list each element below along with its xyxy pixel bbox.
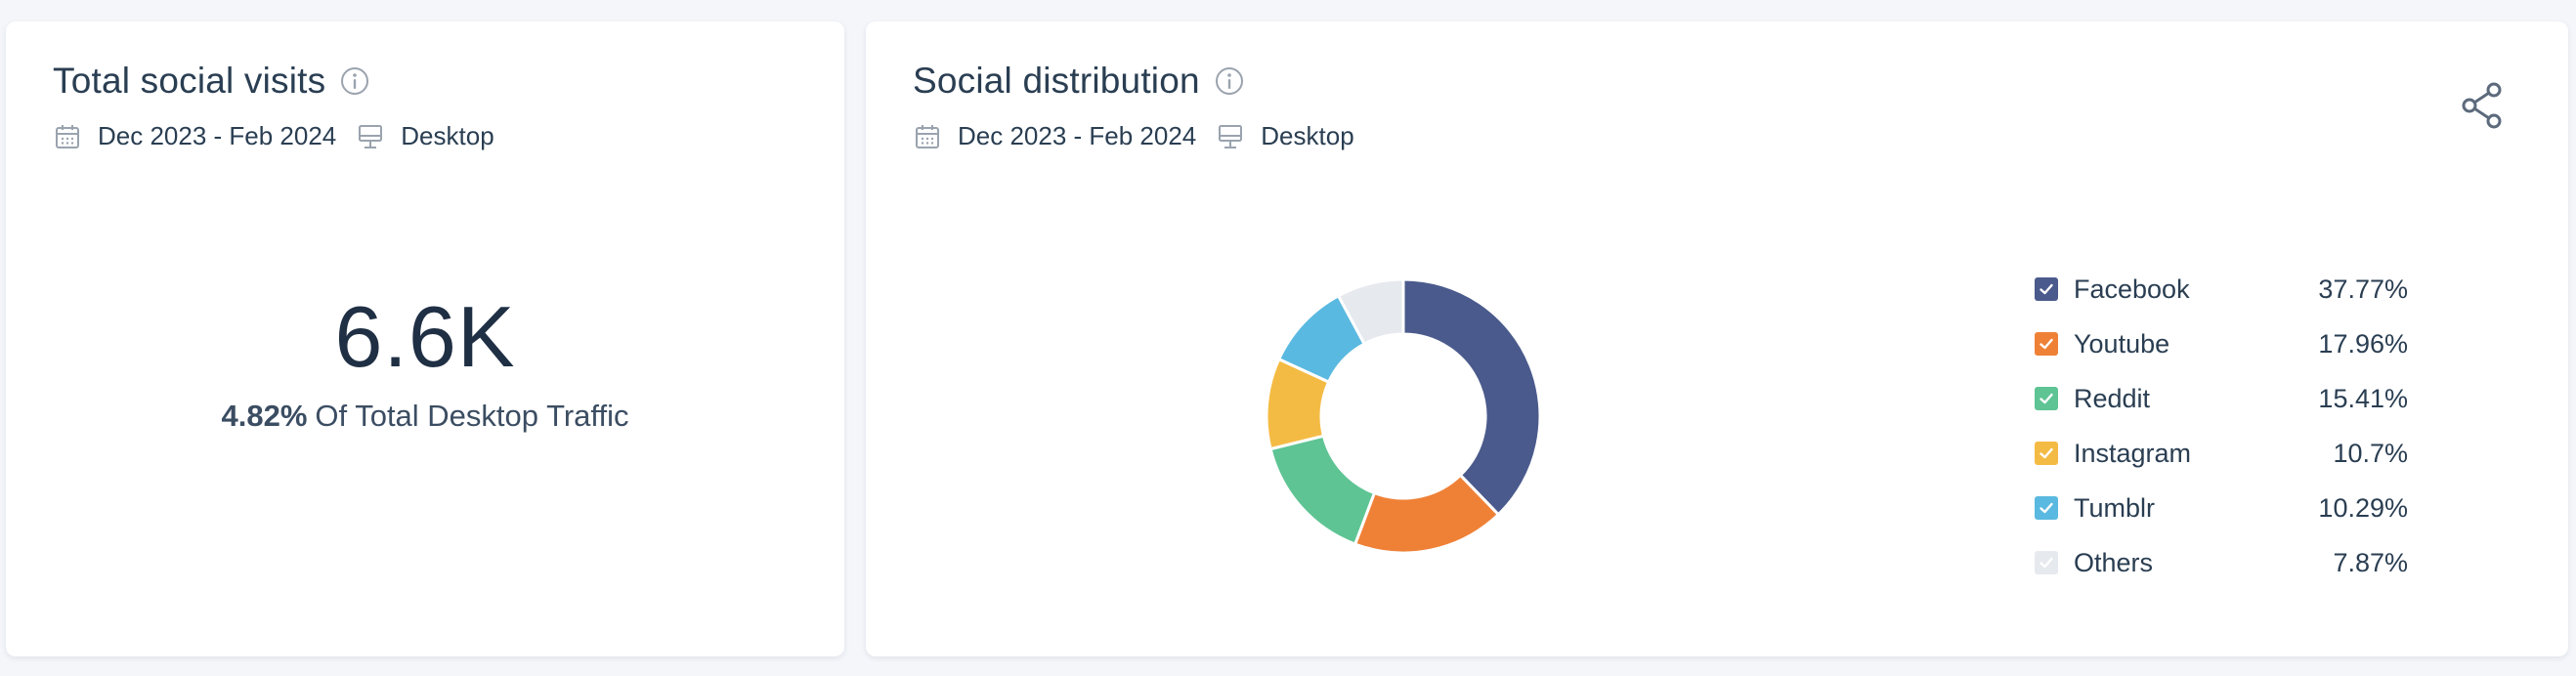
traffic-description: Of Total Desktop Traffic	[315, 399, 629, 433]
legend-label: Others	[2074, 547, 2154, 577]
check-icon	[2039, 393, 2053, 404]
legend-checkbox[interactable]	[2035, 496, 2058, 520]
check-icon	[2039, 447, 2053, 459]
visits-device: Desktop	[401, 121, 494, 150]
visits-card-title: Total social visits	[53, 61, 326, 101]
distribution-card-meta: Dec 2023 - Feb 2024 Desktop	[913, 121, 1354, 151]
visits-card-header: Total social visits	[53, 61, 370, 102]
distribution-device: Desktop	[1261, 121, 1354, 150]
legend-label: Reddit	[2074, 383, 2151, 413]
legend-checkbox[interactable]	[2035, 277, 2058, 301]
legend-label: Instagram	[2074, 438, 2192, 468]
traffic-share-line: 4.82% Of Total Desktop Traffic	[6, 399, 844, 434]
legend-item-tumblr[interactable]: Tumblr 10.29%	[2035, 481, 2408, 535]
legend-item-facebook[interactable]: Facebook 37.77%	[2035, 262, 2408, 317]
legend-checkbox[interactable]	[2035, 442, 2058, 465]
legend-value: 7.87%	[2333, 547, 2408, 577]
social-distribution-donut-chart	[1265, 277, 1542, 555]
desktop-icon	[356, 122, 385, 151]
visits-date-range: Dec 2023 - Feb 2024	[98, 121, 337, 150]
info-icon[interactable]	[339, 65, 370, 97]
distribution-card-title: Social distribution	[913, 61, 1200, 101]
share-button[interactable]	[2453, 76, 2512, 135]
legend-label: Tumblr	[2074, 492, 2156, 523]
check-icon	[2039, 557, 2053, 569]
check-icon	[2039, 283, 2053, 295]
legend-item-reddit[interactable]: Reddit 15.41%	[2035, 371, 2408, 426]
legend-checkbox[interactable]	[2035, 551, 2058, 574]
legend-value: 15.41%	[2318, 383, 2408, 413]
total-visits-value: 6.6K	[334, 288, 516, 385]
distribution-card-header: Social distribution	[913, 61, 1245, 102]
legend-value: 10.7%	[2333, 438, 2408, 468]
legend-checkbox[interactable]	[2035, 332, 2058, 356]
share-icon	[2462, 82, 2502, 129]
donut-slice-reddit[interactable]	[1268, 434, 1377, 546]
legend-item-youtube[interactable]: Youtube 17.96%	[2035, 317, 2408, 371]
donut-slice-facebook[interactable]	[1401, 277, 1542, 517]
legend-value: 10.29%	[2318, 492, 2408, 523]
legend-checkbox[interactable]	[2035, 387, 2058, 410]
calendar-icon	[913, 122, 942, 151]
donut-legend: Facebook 37.77% Youtube 17.96% Reddit 15.41% I…	[2035, 262, 2408, 590]
social-distribution-card: Social distribution Dec 2023 - Feb 2024	[866, 21, 2568, 656]
check-icon	[2039, 338, 2053, 350]
legend-label: Youtube	[2074, 328, 2170, 359]
calendar-icon	[53, 122, 82, 151]
donut-slice-others[interactable]	[1336, 277, 1405, 347]
total-social-visits-card: Total social visits Dec 2023 - Feb 2024	[6, 21, 844, 656]
check-icon	[2039, 502, 2053, 514]
legend-label: Facebook	[2074, 274, 2190, 304]
legend-item-others[interactable]: Others 7.87%	[2035, 535, 2408, 590]
legend-item-instagram[interactable]: Instagram 10.7%	[2035, 426, 2408, 481]
info-icon[interactable]	[1214, 65, 1245, 97]
desktop-icon	[1216, 122, 1245, 151]
legend-value: 37.77%	[2318, 274, 2408, 304]
legend-value: 17.96%	[2318, 328, 2408, 359]
traffic-percent: 4.82%	[221, 399, 308, 433]
distribution-date-range: Dec 2023 - Feb 2024	[958, 121, 1197, 150]
visits-card-meta: Dec 2023 - Feb 2024 Desktop	[53, 121, 494, 151]
